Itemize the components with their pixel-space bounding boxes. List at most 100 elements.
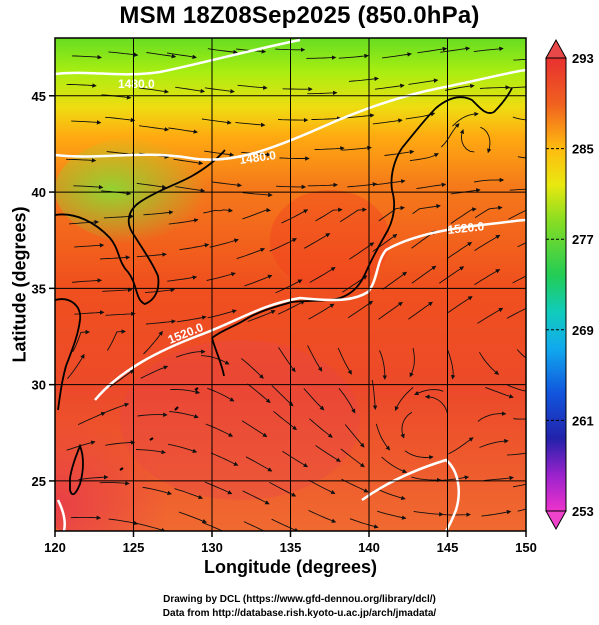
wind-streamline	[178, 511, 208, 524]
x-tick-label: 130	[201, 540, 223, 555]
wind-streamline	[175, 86, 206, 94]
wind-streamline	[382, 52, 412, 59]
wind-streamline	[108, 518, 139, 526]
wind-streamline	[378, 301, 403, 320]
wind-streamline	[203, 208, 233, 214]
wind-streamline	[307, 182, 338, 188]
wind-streamline	[307, 345, 323, 372]
wind-streamline	[204, 481, 233, 495]
wind-streamline	[440, 123, 460, 148]
wind-streamline	[174, 488, 204, 500]
wind-streamline	[278, 117, 309, 123]
x-tick-label: 120	[44, 540, 66, 555]
wind-streamline	[168, 218, 199, 225]
wind-streamline	[68, 219, 100, 225]
wind-streamline	[338, 387, 356, 414]
wind-streamline	[243, 521, 272, 531]
wind-streamline	[237, 84, 268, 90]
wind-streamline	[247, 383, 271, 403]
contour-label: 1520.0	[447, 219, 485, 237]
colorbar-label: 285	[572, 142, 594, 157]
wind-streamline	[474, 234, 501, 251]
wind-streamline	[382, 271, 408, 290]
wind-streamline	[169, 411, 199, 419]
wind-streamline	[378, 205, 405, 222]
wind-streamline	[474, 205, 503, 218]
wind-streamline	[308, 509, 337, 523]
wind-streamline	[372, 118, 403, 125]
wind-streamline	[99, 481, 130, 486]
wind-streamline	[236, 247, 265, 260]
wind-streamline	[74, 243, 105, 248]
wind-streamline	[414, 389, 444, 396]
wind-streamline	[314, 146, 345, 151]
wind-streamline	[344, 424, 365, 448]
wind-streamline	[381, 456, 408, 474]
wind-streamline	[73, 184, 104, 190]
wind-streamline	[139, 87, 169, 94]
wind-streamline	[413, 510, 444, 517]
wind-streamline	[71, 278, 103, 283]
colorbar-scale	[545, 57, 567, 512]
wind-streamline	[479, 438, 509, 448]
credit-data: Data from http://database.rish.kyoto-u.a…	[162, 608, 437, 619]
wind-streamline	[72, 329, 90, 353]
colorbar-top-arrow	[545, 38, 567, 59]
wind-streamline	[100, 255, 131, 260]
y-tick-label: 45	[32, 89, 46, 104]
wind-streamline	[517, 242, 526, 248]
wind-streamline	[144, 287, 176, 294]
wind-streamline	[473, 46, 504, 53]
wind-streamline	[303, 233, 331, 249]
colorbar-label: 253	[572, 504, 594, 519]
wind-streamline	[513, 58, 526, 61]
wind-streamline	[70, 515, 102, 520]
wind-streamline	[447, 350, 456, 380]
wind-streamline	[309, 266, 336, 283]
wind-streamline	[479, 85, 511, 90]
wind-streamline	[212, 181, 242, 188]
colorbar-label: 277	[572, 232, 594, 247]
colorbar-label: 261	[572, 413, 594, 428]
wind-streamline	[136, 182, 167, 190]
wind-streamline	[135, 449, 166, 455]
wind-streamline	[409, 153, 439, 162]
wind-streamline	[448, 437, 474, 455]
wind-streamline	[242, 207, 271, 220]
wind-streamline	[347, 182, 378, 188]
wind-streamline	[481, 509, 512, 517]
wind-streamline	[282, 450, 309, 468]
wind-streamline	[207, 48, 238, 55]
wind-streamline	[146, 52, 177, 59]
wind-streamline	[136, 522, 166, 531]
wind-streamline	[394, 386, 414, 411]
wind-streamline	[139, 125, 170, 132]
wind-streamline	[201, 118, 232, 125]
y-tick-label: 35	[32, 281, 46, 296]
x-axis: 120 125 130 135 140 145 150	[44, 531, 537, 555]
wind-streamline	[241, 358, 264, 379]
wind-streamline	[105, 116, 136, 123]
wind-streamline	[311, 116, 342, 121]
wind-streamline	[408, 301, 433, 320]
wind-streamline	[338, 53, 369, 59]
wind-streamline	[145, 319, 176, 325]
wind-streamline	[411, 265, 437, 284]
height-contours	[55, 38, 526, 531]
wind-streamline	[71, 120, 102, 125]
wind-streamline	[508, 86, 526, 89]
wind-streamline	[439, 475, 470, 481]
wind-streamline	[108, 51, 139, 57]
x-axis-title: Longitude (degrees)	[203, 557, 377, 577]
wind-streamline	[176, 349, 206, 358]
wind-streamline	[175, 186, 206, 193]
wind-streamline	[379, 350, 388, 380]
wind-streamline	[517, 156, 526, 159]
wind-streamline	[179, 243, 210, 251]
wind-streamline	[168, 127, 199, 134]
wind-streamline	[66, 83, 97, 88]
wind-streamline	[105, 440, 136, 446]
wind-streamline	[271, 385, 294, 407]
wind-streamline	[477, 307, 504, 324]
wind-streamline	[140, 365, 169, 379]
